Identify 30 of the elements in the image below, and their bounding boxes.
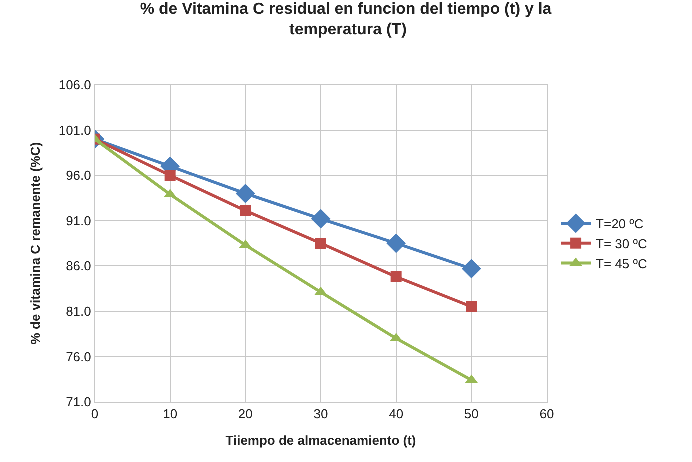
x-axis-title: Tiiempo de almacenamiento (t) <box>226 433 416 448</box>
point <box>390 272 402 283</box>
y-tick-label: 106.0 <box>58 78 92 93</box>
legend-label: T= 45 ºC <box>596 256 648 272</box>
point <box>466 301 478 312</box>
y-tick-label: 71.0 <box>66 394 92 410</box>
x-tick-label: 0 <box>91 406 99 422</box>
x-tick-label: 60 <box>540 406 554 422</box>
point <box>236 184 256 204</box>
y-tick-label: 91.0 <box>66 213 92 228</box>
point <box>386 234 406 254</box>
x-tick-label: 40 <box>389 406 404 422</box>
point <box>462 259 482 279</box>
legend-label: T=20 ºC <box>596 216 644 232</box>
point <box>240 205 252 216</box>
x-tick-label: 10 <box>163 406 178 422</box>
y-tick-label: 96.0 <box>66 168 92 184</box>
point <box>311 209 331 229</box>
y-tick-label: 81.0 <box>66 304 92 319</box>
legend-label: T= 30 ºC <box>596 236 648 252</box>
y-axis-title: % de vitamina C remanente (%C) <box>28 142 43 345</box>
point <box>164 170 176 182</box>
y-tick-label: 76.0 <box>66 349 92 364</box>
x-tick-label: 20 <box>238 406 253 422</box>
chart-title: % de Vitamina C residual en funcion del tiempo (t) y la temperatura (T) <box>140 0 552 39</box>
y-tick-label: 101.0 <box>58 122 92 138</box>
point <box>316 238 326 249</box>
y-tick-label: 86.0 <box>66 258 92 274</box>
x-tick-label: 30 <box>314 406 328 422</box>
x-tick-label: 50 <box>464 406 479 422</box>
